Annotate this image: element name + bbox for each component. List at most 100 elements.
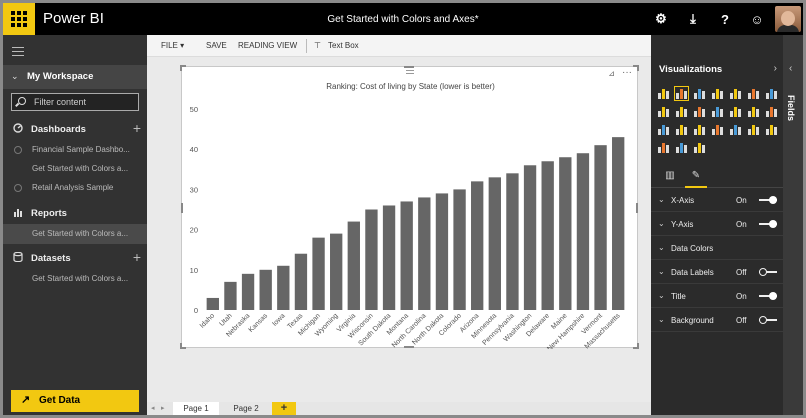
- chart-bar[interactable]: [612, 137, 625, 310]
- sidebar-item-dashboard[interactable]: Financial Sample Dashbo...: [3, 140, 147, 160]
- pie-chart-icon[interactable]: [765, 105, 778, 118]
- resize-handle[interactable]: [404, 66, 414, 68]
- chart-bar[interactable]: [224, 281, 237, 310]
- chart-bar[interactable]: [418, 197, 431, 310]
- section-reports[interactable]: Reports: [3, 202, 147, 224]
- chart-bar[interactable]: [453, 189, 466, 310]
- resize-handle[interactable]: [181, 203, 183, 213]
- add-dataset-icon[interactable]: +: [132, 249, 141, 265]
- file-menu[interactable]: FILE ▾: [161, 41, 185, 50]
- app-launcher-tile[interactable]: [3, 3, 35, 35]
- chart-bar[interactable]: [594, 145, 607, 310]
- get-data-button[interactable]: ↗ Get Data: [11, 390, 139, 412]
- clustered-column-icon[interactable]: [711, 87, 724, 100]
- line-column-icon[interactable]: [693, 105, 706, 118]
- filled-map-icon[interactable]: [711, 123, 724, 136]
- scatter-chart-icon[interactable]: [747, 105, 760, 118]
- user-avatar[interactable]: [775, 6, 801, 32]
- help-icon[interactable]: ?: [721, 11, 729, 27]
- format-section-row[interactable]: ⌄ Y-Axis On: [651, 212, 783, 236]
- resize-handle[interactable]: [633, 65, 639, 71]
- resize-handle[interactable]: [636, 203, 638, 213]
- chart-bar[interactable]: [523, 165, 537, 310]
- chart-bar[interactable]: [347, 221, 360, 310]
- donut-icon[interactable]: [693, 141, 706, 154]
- save-button[interactable]: SAVE: [206, 41, 227, 50]
- format-paint-roller-icon[interactable]: ✎: [685, 170, 707, 188]
- add-dashboard-icon[interactable]: +: [132, 120, 141, 136]
- filter-input[interactable]: Filter content: [11, 93, 139, 111]
- gauge-icon[interactable]: [747, 123, 760, 136]
- tab-prev-icon[interactable]: ◂: [151, 405, 155, 412]
- clustered-bar-icon[interactable]: [693, 87, 706, 100]
- resize-handle[interactable]: [633, 343, 639, 349]
- toggle-switch[interactable]: [759, 196, 777, 204]
- app-name[interactable]: Power BI: [43, 10, 104, 27]
- stacked-area-icon[interactable]: [675, 105, 688, 118]
- resize-handle[interactable]: [180, 65, 186, 71]
- stacked-column-icon[interactable]: [674, 86, 689, 101]
- gear-icon[interactable]: ⚙: [655, 11, 667, 26]
- add-page-button[interactable]: +: [272, 402, 296, 415]
- line-chart-icon[interactable]: [765, 87, 778, 100]
- format-section-row[interactable]: ⌄ Data Labels Off: [651, 260, 783, 284]
- area-chart-icon[interactable]: [657, 105, 670, 118]
- 100-bar-icon[interactable]: [729, 87, 742, 100]
- format-section-row[interactable]: ⌄ Data Colors: [651, 236, 783, 260]
- toggle-switch[interactable]: [759, 268, 777, 276]
- format-section-row[interactable]: ⌄ Title On: [651, 284, 783, 308]
- download-icon[interactable]: ⤓: [690, 11, 696, 26]
- resize-handle[interactable]: [180, 343, 186, 349]
- stacked-bar-icon[interactable]: [657, 87, 670, 100]
- chart-bar[interactable]: [559, 157, 572, 310]
- section-dashboards[interactable]: Dashboards +: [3, 118, 147, 140]
- chart-visual[interactable]: ⊿ ··· Ranking: Cost of living by State (…: [180, 65, 639, 349]
- resize-handle[interactable]: [404, 346, 414, 348]
- chart-bar[interactable]: [277, 265, 290, 310]
- 100-column-icon[interactable]: [747, 87, 760, 100]
- expand-chevron-icon[interactable]: ‹: [789, 63, 793, 74]
- text-box-icon[interactable]: ⊤: [314, 41, 321, 50]
- table-icon[interactable]: [675, 123, 688, 136]
- chart-bar[interactable]: [488, 177, 501, 310]
- chart-bar[interactable]: [541, 161, 554, 310]
- format-section-row[interactable]: ⌄ Background Off: [651, 308, 783, 332]
- chart-bar[interactable]: [576, 153, 590, 310]
- drag-handle-icon[interactable]: [406, 70, 414, 74]
- smiley-icon[interactable]: ☺: [750, 11, 764, 27]
- matrix-icon[interactable]: [693, 123, 706, 136]
- ribbon-chart-icon[interactable]: [729, 105, 742, 118]
- toggle-switch[interactable]: [759, 292, 777, 300]
- fields-pane-collapsed[interactable]: ‹ Fields: [783, 35, 803, 415]
- tab-page-2[interactable]: Page 2: [233, 404, 259, 413]
- sidebar-item-dashboard[interactable]: Get Started with Colors a...: [3, 159, 147, 179]
- funnel-icon[interactable]: [729, 123, 742, 136]
- reading-view-button[interactable]: READING VIEW: [238, 41, 298, 50]
- workspace-header[interactable]: ⌄ My Workspace: [3, 65, 147, 89]
- chart-bar[interactable]: [206, 297, 219, 310]
- chart-bar[interactable]: [506, 173, 519, 310]
- chart-bar[interactable]: [382, 205, 396, 310]
- chart-bar[interactable]: [435, 193, 449, 310]
- chart-bar[interactable]: [471, 181, 484, 310]
- chart-bar[interactable]: [330, 233, 343, 310]
- chart-bar[interactable]: [365, 209, 378, 311]
- toggle-switch[interactable]: [759, 220, 777, 228]
- chart-bar[interactable]: [312, 237, 325, 310]
- hamburger-icon[interactable]: [12, 47, 24, 56]
- slicer-icon[interactable]: [675, 141, 688, 154]
- fields-tab-icon[interactable]: ▥: [665, 170, 675, 181]
- text-box-button[interactable]: Text Box: [328, 41, 359, 50]
- format-section-row[interactable]: ⌄ X-Axis On: [651, 188, 783, 212]
- sidebar-item-report[interactable]: Get Started with Colors a...: [3, 224, 147, 244]
- card-icon[interactable]: [765, 123, 778, 136]
- chart-bar[interactable]: [241, 273, 255, 310]
- section-datasets[interactable]: Datasets +: [3, 247, 147, 269]
- sidebar-item-dashboard[interactable]: Retail Analysis Sample: [3, 178, 147, 198]
- chart-bar[interactable]: [400, 201, 413, 310]
- more-options-icon[interactable]: ···: [622, 67, 632, 78]
- toggle-switch[interactable]: [759, 316, 777, 324]
- collapse-chevron-icon[interactable]: ›: [773, 63, 777, 74]
- tab-page-1[interactable]: Page 1: [173, 402, 219, 415]
- kpi-icon[interactable]: [657, 141, 670, 154]
